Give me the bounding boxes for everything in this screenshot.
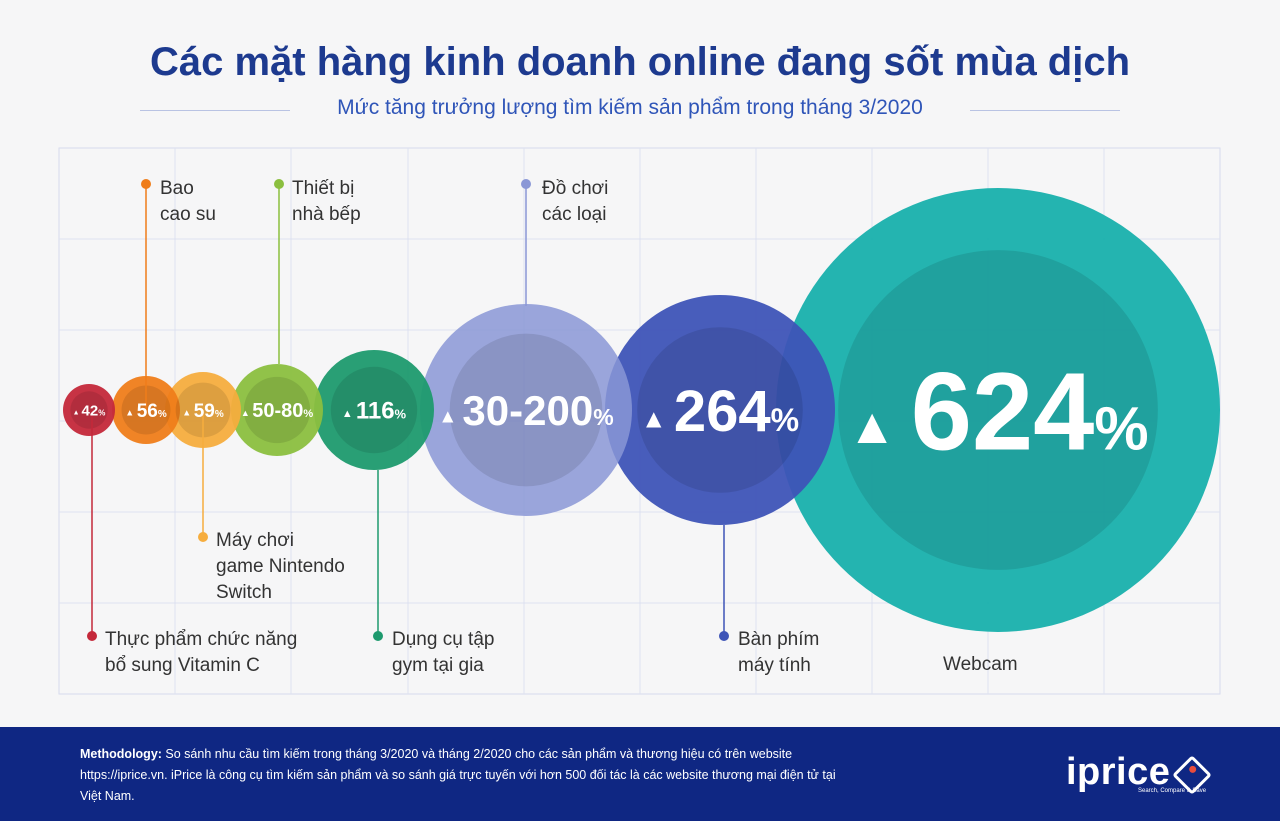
bubble-4: [231, 364, 323, 456]
bubble-shade-6: [449, 333, 603, 487]
bubble-label-line: Bao: [160, 178, 194, 199]
bubble-label-3: Máy chơi game Nintendo Switch: [216, 530, 345, 603]
bubble-6: [420, 304, 632, 516]
up-arrow-icon: ▲: [438, 407, 462, 428]
bubble-5: [314, 350, 434, 470]
logo-wordmark: iprice: [1066, 751, 1171, 793]
bubble-label-line: Thực phẩm chức năng: [105, 629, 297, 650]
value-label-8: ▲ 624%: [847, 351, 1148, 474]
value-number: 50-80: [252, 400, 303, 422]
value-label-6: ▲ 30-200%: [438, 387, 613, 434]
up-arrow-icon: ▲: [73, 410, 82, 417]
leader-dot-1: [87, 631, 97, 641]
bubble-1: [63, 384, 115, 436]
bubble-label-line: máy tính: [738, 655, 811, 676]
bubble-label-line: Máy chơi: [216, 530, 294, 551]
bubble-label-line: Switch: [216, 582, 272, 603]
up-arrow-icon: ▲: [125, 408, 136, 418]
bubble-shade-5: [330, 366, 418, 454]
value-number: 30-200: [462, 387, 593, 434]
leader-dot-2: [141, 179, 151, 189]
bubble-shade-7: [637, 327, 803, 493]
bubble-label-line: Dụng cụ tập: [392, 629, 494, 650]
bubble-label-line: bổ sung Vitamin C: [105, 655, 260, 676]
bubble-label-line: gym tại gia: [392, 655, 484, 676]
bubble-label-1: Thực phẩm chức năng bổ sung Vitamin C: [105, 629, 297, 676]
bubble-shade-1: [70, 391, 108, 429]
methodology-body: So sánh nhu cầu tìm kiếm trong tháng 3/2…: [80, 747, 836, 803]
page-title: Các mặt hàng kinh doanh online đang sốt …: [149, 40, 1131, 84]
leader-dot-4: [274, 179, 284, 189]
bubble-label-line: Thiết bị: [292, 178, 354, 199]
bubble-label-6: Đồ chơi các loại: [542, 178, 608, 225]
page-subtitle: Mức tăng trưởng lượng tìm kiếm sản phẩm …: [337, 96, 923, 119]
bubble-shade-8: [838, 250, 1158, 570]
up-arrow-icon: ▲: [182, 408, 193, 418]
leader-dot-3: [198, 532, 208, 542]
percent-sign: %: [771, 402, 799, 438]
leader-dot-6: [521, 179, 531, 189]
bubble-label-line: nhà bếp: [292, 204, 361, 225]
value-label-2: ▲ 56%: [125, 401, 167, 422]
value-number: 56: [137, 401, 158, 422]
methodology-text: Methodology: So sánh nhu cầu tìm kiếm tr…: [80, 744, 840, 807]
footer-bar: [0, 727, 1280, 821]
bubble-label-line: Đồ chơi: [542, 178, 608, 199]
bubble-label-line: cao su: [160, 204, 216, 225]
bubble-label-4: Thiết bị nhà bếp: [292, 178, 361, 225]
iprice-logo: iprice Search, Compare & Save: [1066, 751, 1212, 795]
percent-sign: %: [593, 404, 613, 430]
value-label-4: ▲ 50-80%: [241, 400, 314, 422]
subtitle-row: Mức tăng trưởng lượng tìm kiếm sản phẩm …: [140, 96, 1120, 126]
up-arrow-icon: ▲: [847, 398, 910, 454]
tag-dot-icon: [1187, 764, 1198, 775]
leader-dot-5: [373, 631, 383, 641]
percent-sign: %: [215, 409, 224, 420]
logo-tagline: Search, Compare & Save: [1138, 788, 1207, 794]
leader-dot-7: [719, 631, 729, 641]
bubble-label-line: game Nintendo: [216, 556, 345, 577]
bubble-label-7: Bàn phím máy tính: [738, 629, 819, 676]
value-number: 42: [82, 402, 99, 419]
bubble-shade-4: [243, 376, 311, 444]
bubble-label-line: Bàn phím: [738, 629, 819, 650]
methodology-label: Methodology:: [80, 747, 162, 761]
up-arrow-icon: ▲: [641, 403, 674, 433]
bubble-label-5: Dụng cụ tập gym tại gia: [392, 629, 494, 676]
bubble-label-8: Webcam: [943, 654, 1018, 675]
percent-sign: %: [98, 408, 105, 417]
bubble-label-line: Webcam: [943, 654, 1018, 675]
value-label-7: ▲ 264%: [641, 379, 799, 444]
up-arrow-icon: ▲: [241, 408, 252, 418]
percent-sign: %: [158, 409, 167, 420]
bubble-8: [776, 188, 1220, 632]
bubble-label-line: các loại: [542, 204, 606, 225]
value-number: 116: [356, 398, 395, 425]
subtitle-rule-left: [140, 110, 290, 111]
percent-sign: %: [395, 407, 407, 422]
value-number: 264: [674, 379, 771, 444]
subtitle-rule-right: [970, 110, 1120, 111]
bubble-7: [605, 295, 835, 525]
up-arrow-icon: ▲: [342, 408, 356, 420]
value-label-1: ▲ 42%: [73, 402, 106, 419]
bubble-chart: Thực phẩm chức năng bổ sung Vitamin C Bao c…: [58, 147, 1221, 695]
percent-sign: %: [1094, 395, 1148, 463]
value-label-5: ▲ 116%: [342, 398, 407, 425]
value-label-3: ▲ 59%: [182, 401, 224, 422]
percent-sign: %: [303, 408, 313, 420]
bubble-label-2: Bao cao su: [160, 178, 216, 225]
value-number: 59: [194, 401, 215, 422]
value-number: 624: [911, 351, 1095, 474]
